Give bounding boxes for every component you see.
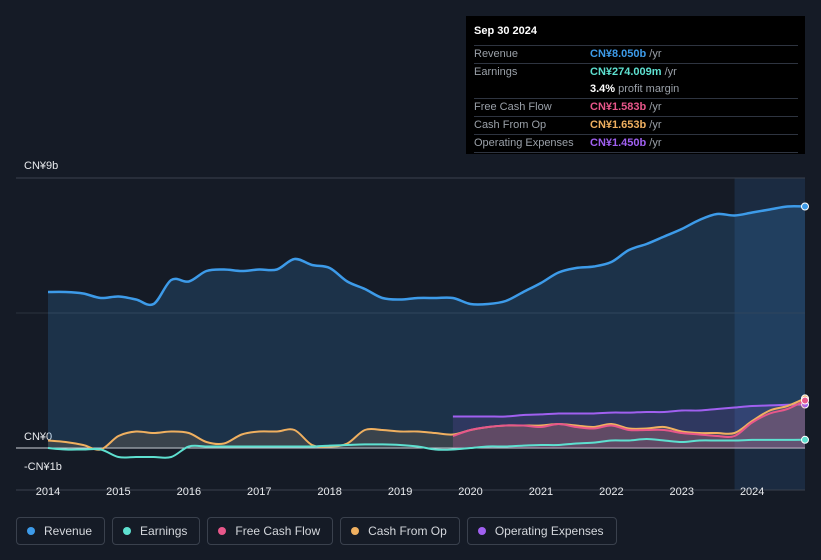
- earnings-line: [47, 437, 806, 459]
- revenue-area: [48, 206, 805, 448]
- legend-item-cash-from-op[interactable]: Cash From Op: [340, 517, 460, 545]
- tooltip-panel: Sep 30 2024 Revenue CN¥8.050b /yr Earnin…: [466, 16, 805, 154]
- tooltip-row-cash-from-op: Cash From Op CN¥1.653b /yr: [474, 117, 798, 135]
- tooltip-unit: /yr: [649, 137, 662, 149]
- tooltip-value: CN¥8.050b: [590, 48, 647, 60]
- legend-label: Revenue: [44, 524, 93, 538]
- legend-dot-icon: [27, 527, 35, 535]
- tooltip-profit-margin: 3.4% profit margin: [474, 81, 798, 99]
- chart-legend: Revenue Earnings Free Cash Flow Cash Fro…: [16, 517, 624, 545]
- tooltip-unit: /yr: [649, 119, 662, 131]
- x-tick-label: 2017: [247, 486, 271, 498]
- legend-label: Free Cash Flow: [235, 524, 321, 538]
- free-cash-flow-end-point: [801, 396, 809, 405]
- x-tick-label: 2019: [388, 486, 412, 498]
- legend-item-earnings[interactable]: Earnings: [112, 517, 201, 545]
- y-tick-label: -CN¥1b: [24, 461, 62, 473]
- legend-item-free-cash-flow[interactable]: Free Cash Flow: [207, 517, 334, 545]
- x-tick-label: 2024: [740, 486, 764, 498]
- x-tick-label: 2023: [670, 486, 694, 498]
- revenue-line: [47, 205, 806, 307]
- tooltip-row-revenue: Revenue CN¥8.050b /yr: [474, 46, 798, 64]
- legend-item-operating-expenses[interactable]: Operating Expenses: [466, 517, 617, 545]
- tooltip-unit: /yr: [664, 66, 677, 78]
- legend-dot-icon: [477, 527, 486, 535]
- tooltip-unit: /yr: [649, 101, 662, 113]
- legend-dot-icon: [123, 527, 132, 535]
- tooltip-row-free-cash-flow: Free Cash Flow CN¥1.583b /yr: [474, 99, 798, 117]
- legend-label: Earnings: [140, 524, 188, 538]
- x-tick-label: 2014: [36, 486, 60, 498]
- operating-expenses-line: [452, 403, 806, 418]
- tooltip-label: Cash From Op: [474, 119, 547, 131]
- x-tick-label: 2020: [458, 486, 482, 498]
- x-tick-label: 2015: [106, 486, 130, 498]
- tooltip-label: Revenue: [474, 48, 519, 60]
- legend-dot-icon: [351, 527, 360, 535]
- profit-margin-value: 3.4%: [590, 83, 616, 95]
- highlight-band: [734, 178, 805, 490]
- tooltip-label: Operating Expenses: [474, 137, 574, 149]
- tooltip-row-operating-expenses: Operating Expenses CN¥1.450b /yr: [474, 135, 798, 153]
- x-tick-label: 2018: [317, 486, 341, 498]
- legend-dot-icon: [218, 527, 227, 535]
- legend-item-revenue[interactable]: Revenue: [16, 517, 106, 545]
- revenue-end-point: [801, 202, 809, 211]
- legend-label: Cash From Op: [368, 524, 447, 538]
- free-cash-flow-line: [452, 399, 806, 439]
- tooltip-label: Free Cash Flow: [474, 101, 552, 113]
- cash-from-op-line: [47, 397, 806, 451]
- legend-label: Operating Expenses: [494, 524, 604, 538]
- earnings-end-point: [801, 435, 809, 444]
- tooltip-unit: /yr: [649, 48, 662, 60]
- tooltip-row-earnings: Earnings CN¥274.009m /yr: [474, 64, 798, 81]
- tooltip-value: CN¥1.450b: [590, 137, 647, 149]
- tooltip-label: Earnings: [474, 66, 518, 78]
- x-tick-label: 2022: [599, 486, 623, 498]
- tooltip-value: CN¥1.583b: [590, 101, 647, 113]
- tooltip-value: CN¥1.653b: [590, 119, 647, 131]
- x-tick-label: 2021: [529, 486, 553, 498]
- x-tick-label: 2016: [177, 486, 201, 498]
- tooltip-date: Sep 30 2024: [474, 24, 798, 46]
- tooltip-value: CN¥274.009m: [590, 66, 662, 78]
- y-tick-label: CN¥9b: [24, 160, 58, 172]
- y-tick-label: CN¥0: [24, 431, 52, 443]
- profit-margin-text: profit margin: [618, 83, 680, 95]
